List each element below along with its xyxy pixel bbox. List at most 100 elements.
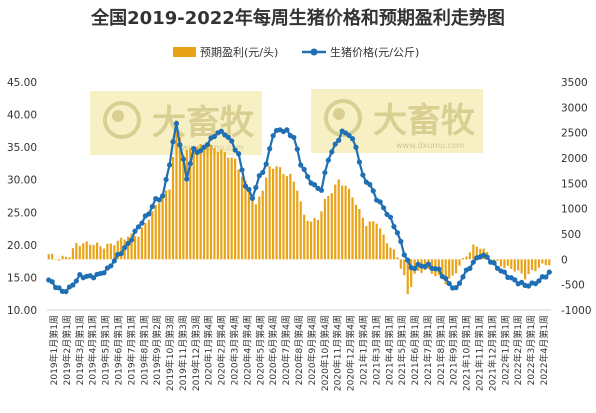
profit-bar <box>479 248 482 260</box>
profit-bar <box>299 201 302 260</box>
profit-bar <box>454 259 458 274</box>
price-point <box>77 271 83 278</box>
x-tick-label: 2019年1月第1周 <box>48 315 60 385</box>
profit-bar <box>206 147 209 260</box>
profit-bar <box>78 246 81 260</box>
profit-bar <box>510 259 513 269</box>
svg-text:www.dxumu.com: www.dxumu.com <box>396 141 465 150</box>
profit-bar <box>261 190 264 260</box>
profit-bar <box>147 220 150 260</box>
x-tick-label: 2021年10月第1周 <box>461 315 473 391</box>
price-point <box>135 224 142 230</box>
profit-bar <box>323 198 326 260</box>
x-tick-label: 2020年11月第4周 <box>332 315 344 391</box>
profit-bar <box>389 247 392 260</box>
profit-bar <box>379 228 382 260</box>
profit-bar <box>130 233 133 260</box>
price-point <box>446 280 452 287</box>
svg-text:www.dxumu.com: www.dxumu.com <box>175 143 244 152</box>
x-tick-label: 2020年7月第4周 <box>280 315 292 385</box>
axes: 10.00 15.00 20.00 25.00 30.00 35.00 40.00 45.00… <box>7 77 592 391</box>
x-tick-label: 2020年10月第4周 <box>319 315 331 391</box>
price-point <box>101 270 107 276</box>
price-point <box>546 269 552 275</box>
profit-bar <box>161 197 164 260</box>
profit-bar <box>106 243 109 260</box>
price-point <box>229 138 235 144</box>
y-left-tick-label: 30.00 <box>7 175 37 187</box>
profit-bar <box>451 259 454 276</box>
price-point <box>204 142 211 148</box>
profit-bar <box>240 176 244 260</box>
profit-bar <box>64 256 68 260</box>
profit-bar <box>95 242 99 260</box>
price-point <box>298 162 304 168</box>
price-point <box>91 275 97 281</box>
profit-bar <box>361 217 364 260</box>
price-point <box>128 237 135 243</box>
price-point <box>146 211 152 217</box>
price-point <box>305 174 311 180</box>
x-tick-label: 2020年3月第4周 <box>229 315 241 385</box>
price-point <box>111 258 117 264</box>
profit-bar <box>496 259 499 261</box>
price-point <box>263 161 269 167</box>
y-right-tick-label: 1500 <box>561 178 588 190</box>
x-tick-label: 2019年3月第1周 <box>74 315 86 385</box>
profit-bar <box>358 208 361 260</box>
profit-bar <box>254 204 257 260</box>
profit-bar <box>244 181 247 260</box>
price-point <box>170 139 176 145</box>
price-point <box>125 240 131 247</box>
profit-bars <box>47 120 551 295</box>
profit-bar <box>492 259 496 261</box>
profit-bar <box>530 259 534 271</box>
x-tick-label: 2019年8月第1周 <box>138 315 150 385</box>
y-left-tick-label: 10.00 <box>7 305 37 317</box>
profit-bar <box>344 185 347 260</box>
price-point <box>256 173 262 179</box>
price-point <box>349 136 356 142</box>
x-tick-label: 2020年9月第4周 <box>306 315 318 385</box>
y-right-tick-label: 3000 <box>561 102 588 114</box>
profit-bar <box>368 221 371 260</box>
x-tick-label: 2019年7月第1周 <box>125 315 137 385</box>
profit-bar <box>548 259 551 266</box>
profit-bar <box>392 249 396 260</box>
profit-bar <box>168 189 171 260</box>
profit-bar <box>85 241 88 260</box>
price-point <box>198 148 204 154</box>
price-point <box>173 120 180 127</box>
price-point <box>543 274 549 280</box>
y-right-tick-label: 1000 <box>561 204 588 216</box>
price-point <box>391 224 397 230</box>
profit-bar <box>196 146 199 260</box>
profit-bar <box>154 205 157 260</box>
profit-bar <box>444 259 447 285</box>
profit-bar <box>330 193 333 260</box>
price-point <box>491 260 497 266</box>
profit-bar <box>385 243 389 260</box>
price-point <box>377 199 383 205</box>
x-tick-label: 2020年6月第4周 <box>267 315 279 385</box>
profit-bar <box>306 220 309 260</box>
x-tick-label: 2021年1月第4周 <box>358 315 370 385</box>
profit-bar <box>144 223 147 260</box>
profit-bar <box>247 191 251 260</box>
price-point <box>394 230 400 236</box>
price-point <box>325 157 331 163</box>
profit-bar <box>68 257 71 260</box>
price-point <box>467 265 473 271</box>
price-point <box>512 277 518 283</box>
y-right-tick-label: 3500 <box>561 77 588 89</box>
profit-bar <box>272 168 275 260</box>
profit-bar <box>365 225 368 260</box>
profit-bar <box>230 157 233 260</box>
profit-bar <box>347 188 351 260</box>
profit-bar <box>475 246 478 260</box>
legend: 预期盈利(元/头) 生猪价格(元/公斤) <box>173 45 419 59</box>
y-right-tick-label: -500 <box>561 280 585 292</box>
profit-bar <box>537 259 541 268</box>
profit-bar <box>375 223 378 260</box>
